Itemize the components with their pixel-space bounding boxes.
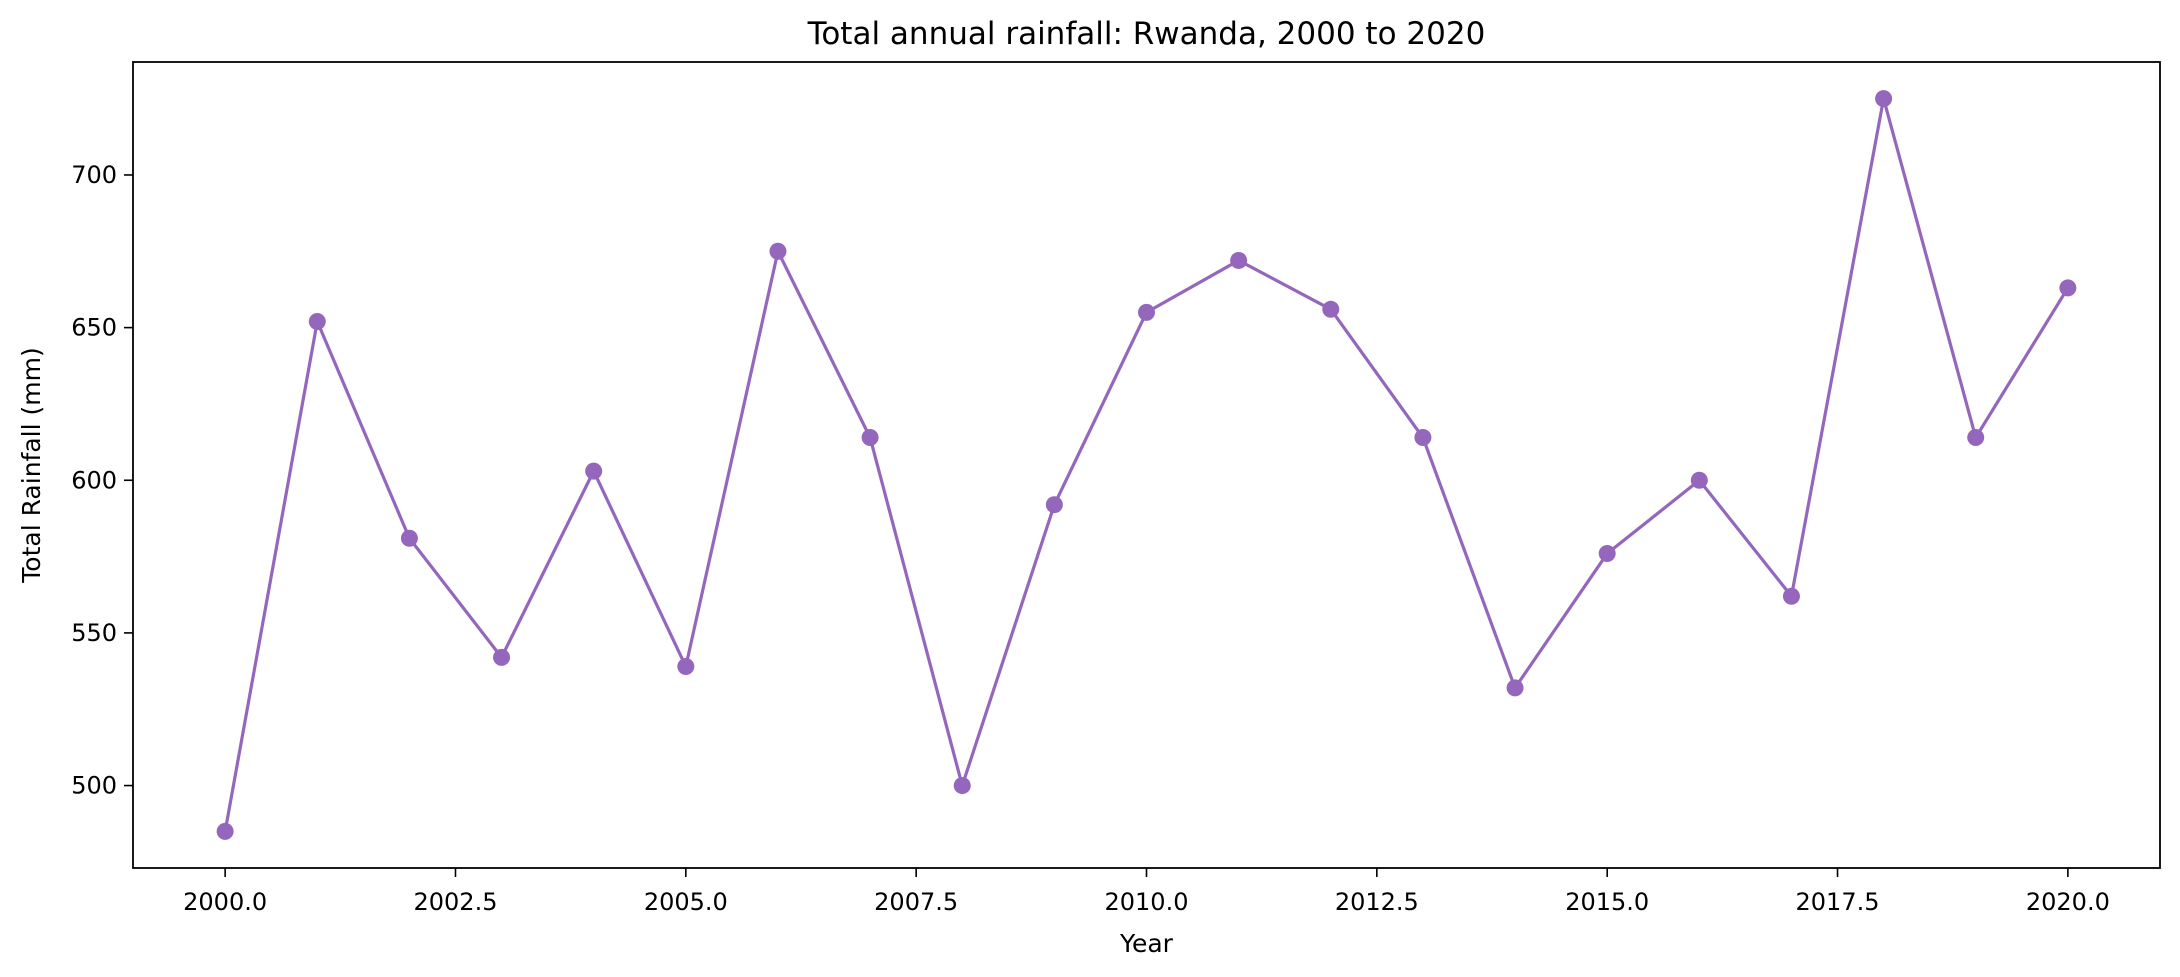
data-point (2059, 279, 2077, 297)
y-tick-label: 650 (71, 314, 117, 342)
x-tick-label: 2007.5 (874, 888, 958, 916)
y-tick-label: 700 (71, 161, 117, 189)
data-point (1598, 545, 1616, 563)
x-tick-label: 2012.5 (1335, 888, 1419, 916)
x-tick-label: 2015.0 (1565, 888, 1649, 916)
data-point (1230, 251, 1248, 269)
x-tick-label: 2000.0 (183, 888, 267, 916)
data-point (585, 462, 603, 480)
y-axis-label: Total Rainfall (mm) (17, 347, 46, 583)
data-point (1690, 471, 1708, 489)
data-point (953, 777, 971, 795)
data-point (1506, 679, 1524, 697)
data-point (769, 242, 787, 260)
y-tick-label: 500 (71, 772, 117, 800)
x-tick-label: 2010.0 (1105, 888, 1189, 916)
x-axis-label: Year (1119, 929, 1174, 958)
data-point (216, 822, 234, 840)
data-point (861, 429, 879, 447)
x-tick-label: 2017.5 (1796, 888, 1880, 916)
data-point (1138, 303, 1155, 321)
y-tick-label: 550 (71, 619, 117, 647)
data-point (1782, 587, 1800, 605)
data-point (1045, 496, 1063, 514)
data-point (400, 529, 418, 547)
data-point (493, 648, 511, 666)
x-axis-ticks: 2000.0 2002.5 2005.0 2007.5 2010.0 2012.5 2015… (183, 868, 2110, 916)
data-point (677, 658, 695, 675)
x-tick-label: 2002.5 (413, 888, 497, 916)
x-tick-label: 2005.0 (644, 888, 728, 916)
y-tick-label: 600 (71, 466, 117, 494)
data-point (1414, 429, 1432, 447)
chart-title: Total annual rainfall: Rwanda, 2000 to 2… (807, 16, 1486, 52)
data-point (308, 313, 326, 331)
x-tick-label: 2020.0 (2026, 888, 2110, 916)
data-point (1967, 429, 1985, 447)
plot-marks (216, 90, 2077, 840)
data-point (1322, 300, 1340, 318)
y-axis-ticks: 500 550 600 650 700 (71, 161, 133, 800)
data-point (1875, 90, 1893, 108)
